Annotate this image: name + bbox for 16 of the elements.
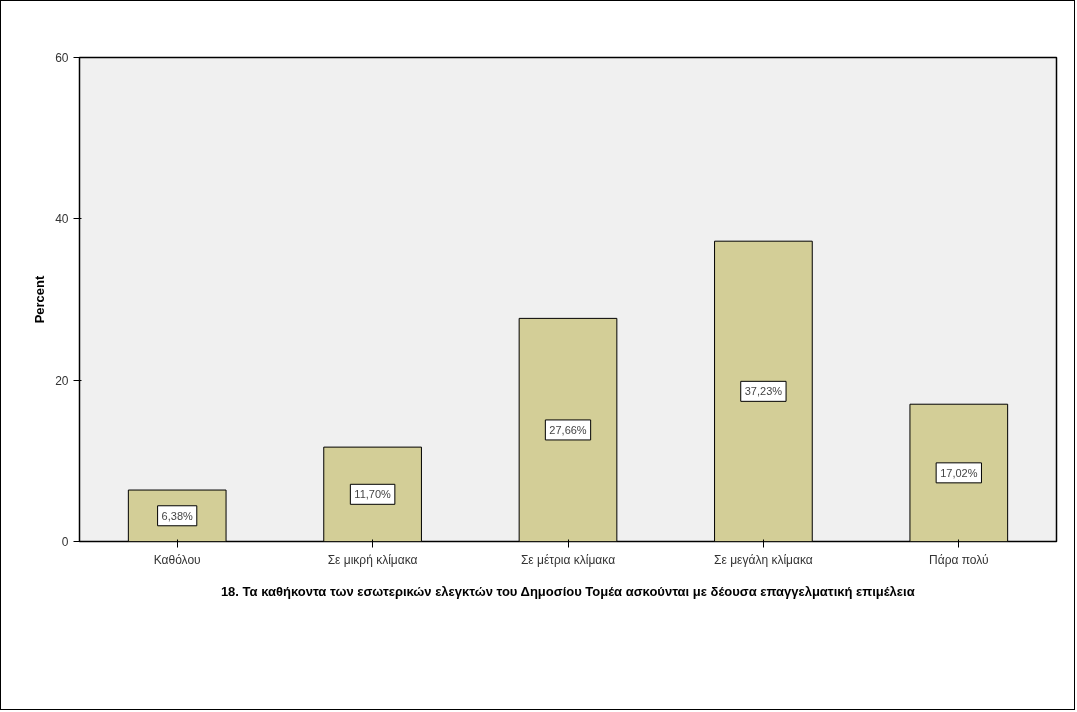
- x-tick-label: Πάρα πολύ: [929, 552, 989, 567]
- y-tick-label: 20: [55, 373, 69, 388]
- x-tick-label: Σε μέτρια κλίμακα: [520, 552, 616, 567]
- data-label: 11,70%: [354, 488, 392, 501]
- data-label: 17,02%: [940, 466, 978, 479]
- data-label: 27,66%: [549, 423, 587, 436]
- y-tick-label: 0: [61, 535, 69, 549]
- y-axis-title: Percent: [32, 274, 48, 324]
- y-tick-label: 60: [55, 51, 69, 65]
- x-tick-label: Σε μεγάλη κλίμακα: [714, 552, 813, 567]
- x-tick-label: Σε μικρή κλίμακα: [327, 552, 418, 567]
- y-tick-label: 40: [55, 212, 69, 227]
- x-tick-label: Καθόλου: [153, 552, 201, 567]
- x-axis-title: 18. Τα καθήκοντα των εσωτερικών ελεγκτών του Δημοσίου Τομέα ασκούνται με δέουσα επαγγελματική επιμέλεια: [220, 583, 915, 599]
- data-label: 6,38%: [161, 509, 194, 522]
- data-label: 37,23%: [744, 385, 783, 398]
